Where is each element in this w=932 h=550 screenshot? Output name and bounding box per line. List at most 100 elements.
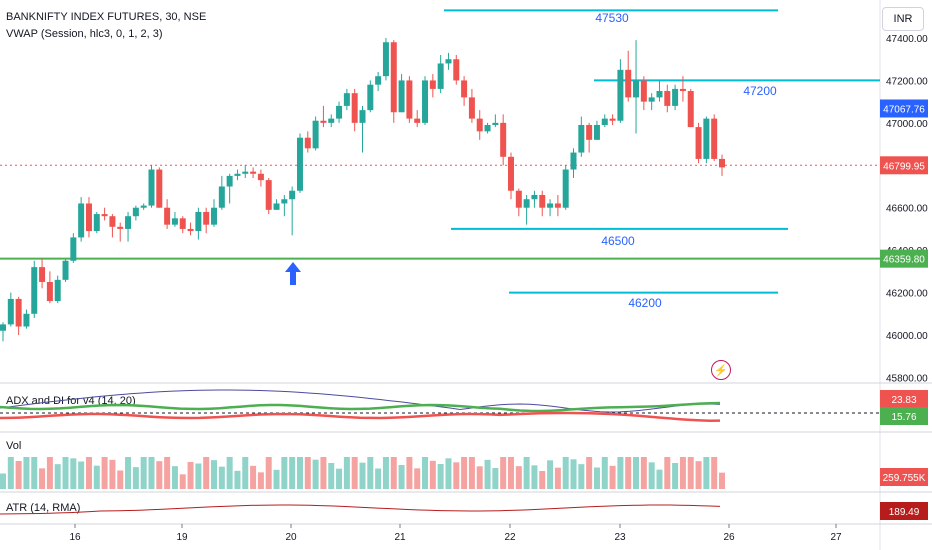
volume-bar [547, 460, 554, 489]
time-tick-label: 21 [394, 532, 406, 543]
time-tick-label: 20 [285, 532, 297, 543]
candle-body [195, 211, 202, 232]
vwap-indicator-label[interactable]: VWAP (Session, hlc3, 0, 1, 2, 3) [6, 28, 163, 40]
volume-bar [203, 457, 210, 489]
adx-value-badge-1-bg [880, 390, 928, 408]
adx-value-badge-2-bg [880, 407, 928, 425]
candle-body [656, 91, 663, 98]
candle-body [242, 171, 249, 174]
candle-body [445, 59, 452, 64]
candle-body [179, 218, 186, 229]
candle-body [312, 120, 319, 149]
candle-body [468, 97, 475, 119]
atr-label: ATR (14, RMA) [6, 502, 80, 514]
candle-body [31, 267, 38, 314]
volume-bar [398, 465, 405, 489]
time-tick-label: 19 [176, 532, 188, 543]
candle-body [601, 118, 608, 125]
candle-body [296, 137, 303, 191]
candle-body [461, 80, 468, 98]
candle-body [500, 122, 507, 157]
candle-body [437, 63, 444, 89]
volume-bar [132, 467, 139, 489]
candle-body [39, 267, 46, 282]
candle-body [234, 173, 241, 176]
volume-bar [554, 467, 561, 489]
candle-body [367, 84, 374, 111]
candle-body [531, 194, 538, 200]
volume-bar [570, 459, 577, 489]
volume-bar [695, 461, 702, 489]
time-tick-label: 27 [830, 532, 842, 543]
candle-body [625, 69, 632, 98]
volume-bar [179, 474, 186, 489]
volume-bar [109, 459, 116, 489]
volume-bar [476, 466, 483, 489]
adx-label: ADX and DI for v4 (14, 20) [6, 395, 136, 407]
volume-bar [242, 457, 249, 489]
candle-body [609, 118, 616, 121]
volume-bar [445, 458, 452, 489]
volume-bar [125, 457, 132, 489]
price-tick-label: 45800.00 [886, 373, 928, 384]
currency-button[interactable]: INR [882, 7, 924, 31]
candle-body [117, 226, 124, 229]
lightning-icon[interactable]: ⚡ [711, 360, 731, 380]
level-label: 47200 [743, 84, 777, 98]
candle-body [562, 169, 569, 208]
candle-body [320, 120, 327, 123]
volume-bar [703, 457, 710, 489]
volume-bar [648, 462, 655, 489]
level-label: 47530 [595, 11, 629, 25]
candle-body [78, 203, 85, 238]
volume-bar [664, 457, 671, 489]
candle-body [281, 199, 288, 204]
candle-body [586, 124, 593, 140]
volume-bar [672, 463, 679, 489]
volume-bar [679, 457, 686, 489]
volume-bar [273, 469, 280, 489]
candle-body [398, 80, 405, 113]
candle-body [85, 203, 92, 232]
candle-body [218, 186, 225, 208]
candle-body [406, 80, 413, 119]
volume-bar [429, 460, 436, 489]
candle-body [187, 228, 194, 232]
candle-body [523, 199, 530, 208]
volume-bar [625, 457, 632, 489]
volume-bar [562, 457, 569, 489]
volume-badge: 259.755K [883, 473, 926, 484]
volume-bar [85, 457, 92, 489]
volume-bar [7, 457, 14, 489]
candle-body [23, 313, 30, 327]
candle-body [539, 194, 546, 208]
volume-bar [359, 462, 366, 489]
candle-body [554, 203, 561, 208]
volume-bar [656, 469, 663, 489]
volume-bar [46, 457, 53, 489]
candle-body [148, 169, 155, 206]
candle-body [719, 158, 725, 168]
volume-bar [406, 457, 413, 489]
candle-body [328, 118, 335, 123]
volume-bar [140, 457, 147, 489]
candle-body [703, 118, 710, 159]
volume-bar [93, 465, 100, 489]
volume-bar [312, 459, 319, 489]
volume-bar [23, 457, 30, 489]
volume-bar [687, 457, 694, 489]
volume-bar [218, 466, 225, 489]
atr-badge: 189.49 [889, 507, 920, 518]
candle-body [429, 80, 436, 89]
candle-body [46, 281, 53, 302]
candle-body [304, 137, 311, 149]
volume-bar [640, 457, 647, 489]
price-tick-label: 46200.00 [886, 289, 928, 300]
support-badge: 46359.80 [883, 255, 925, 266]
candle-body [382, 42, 389, 77]
candle-body [664, 91, 671, 106]
candle-body [203, 211, 210, 225]
volume-bar [609, 465, 616, 489]
volume-bar [31, 457, 38, 489]
